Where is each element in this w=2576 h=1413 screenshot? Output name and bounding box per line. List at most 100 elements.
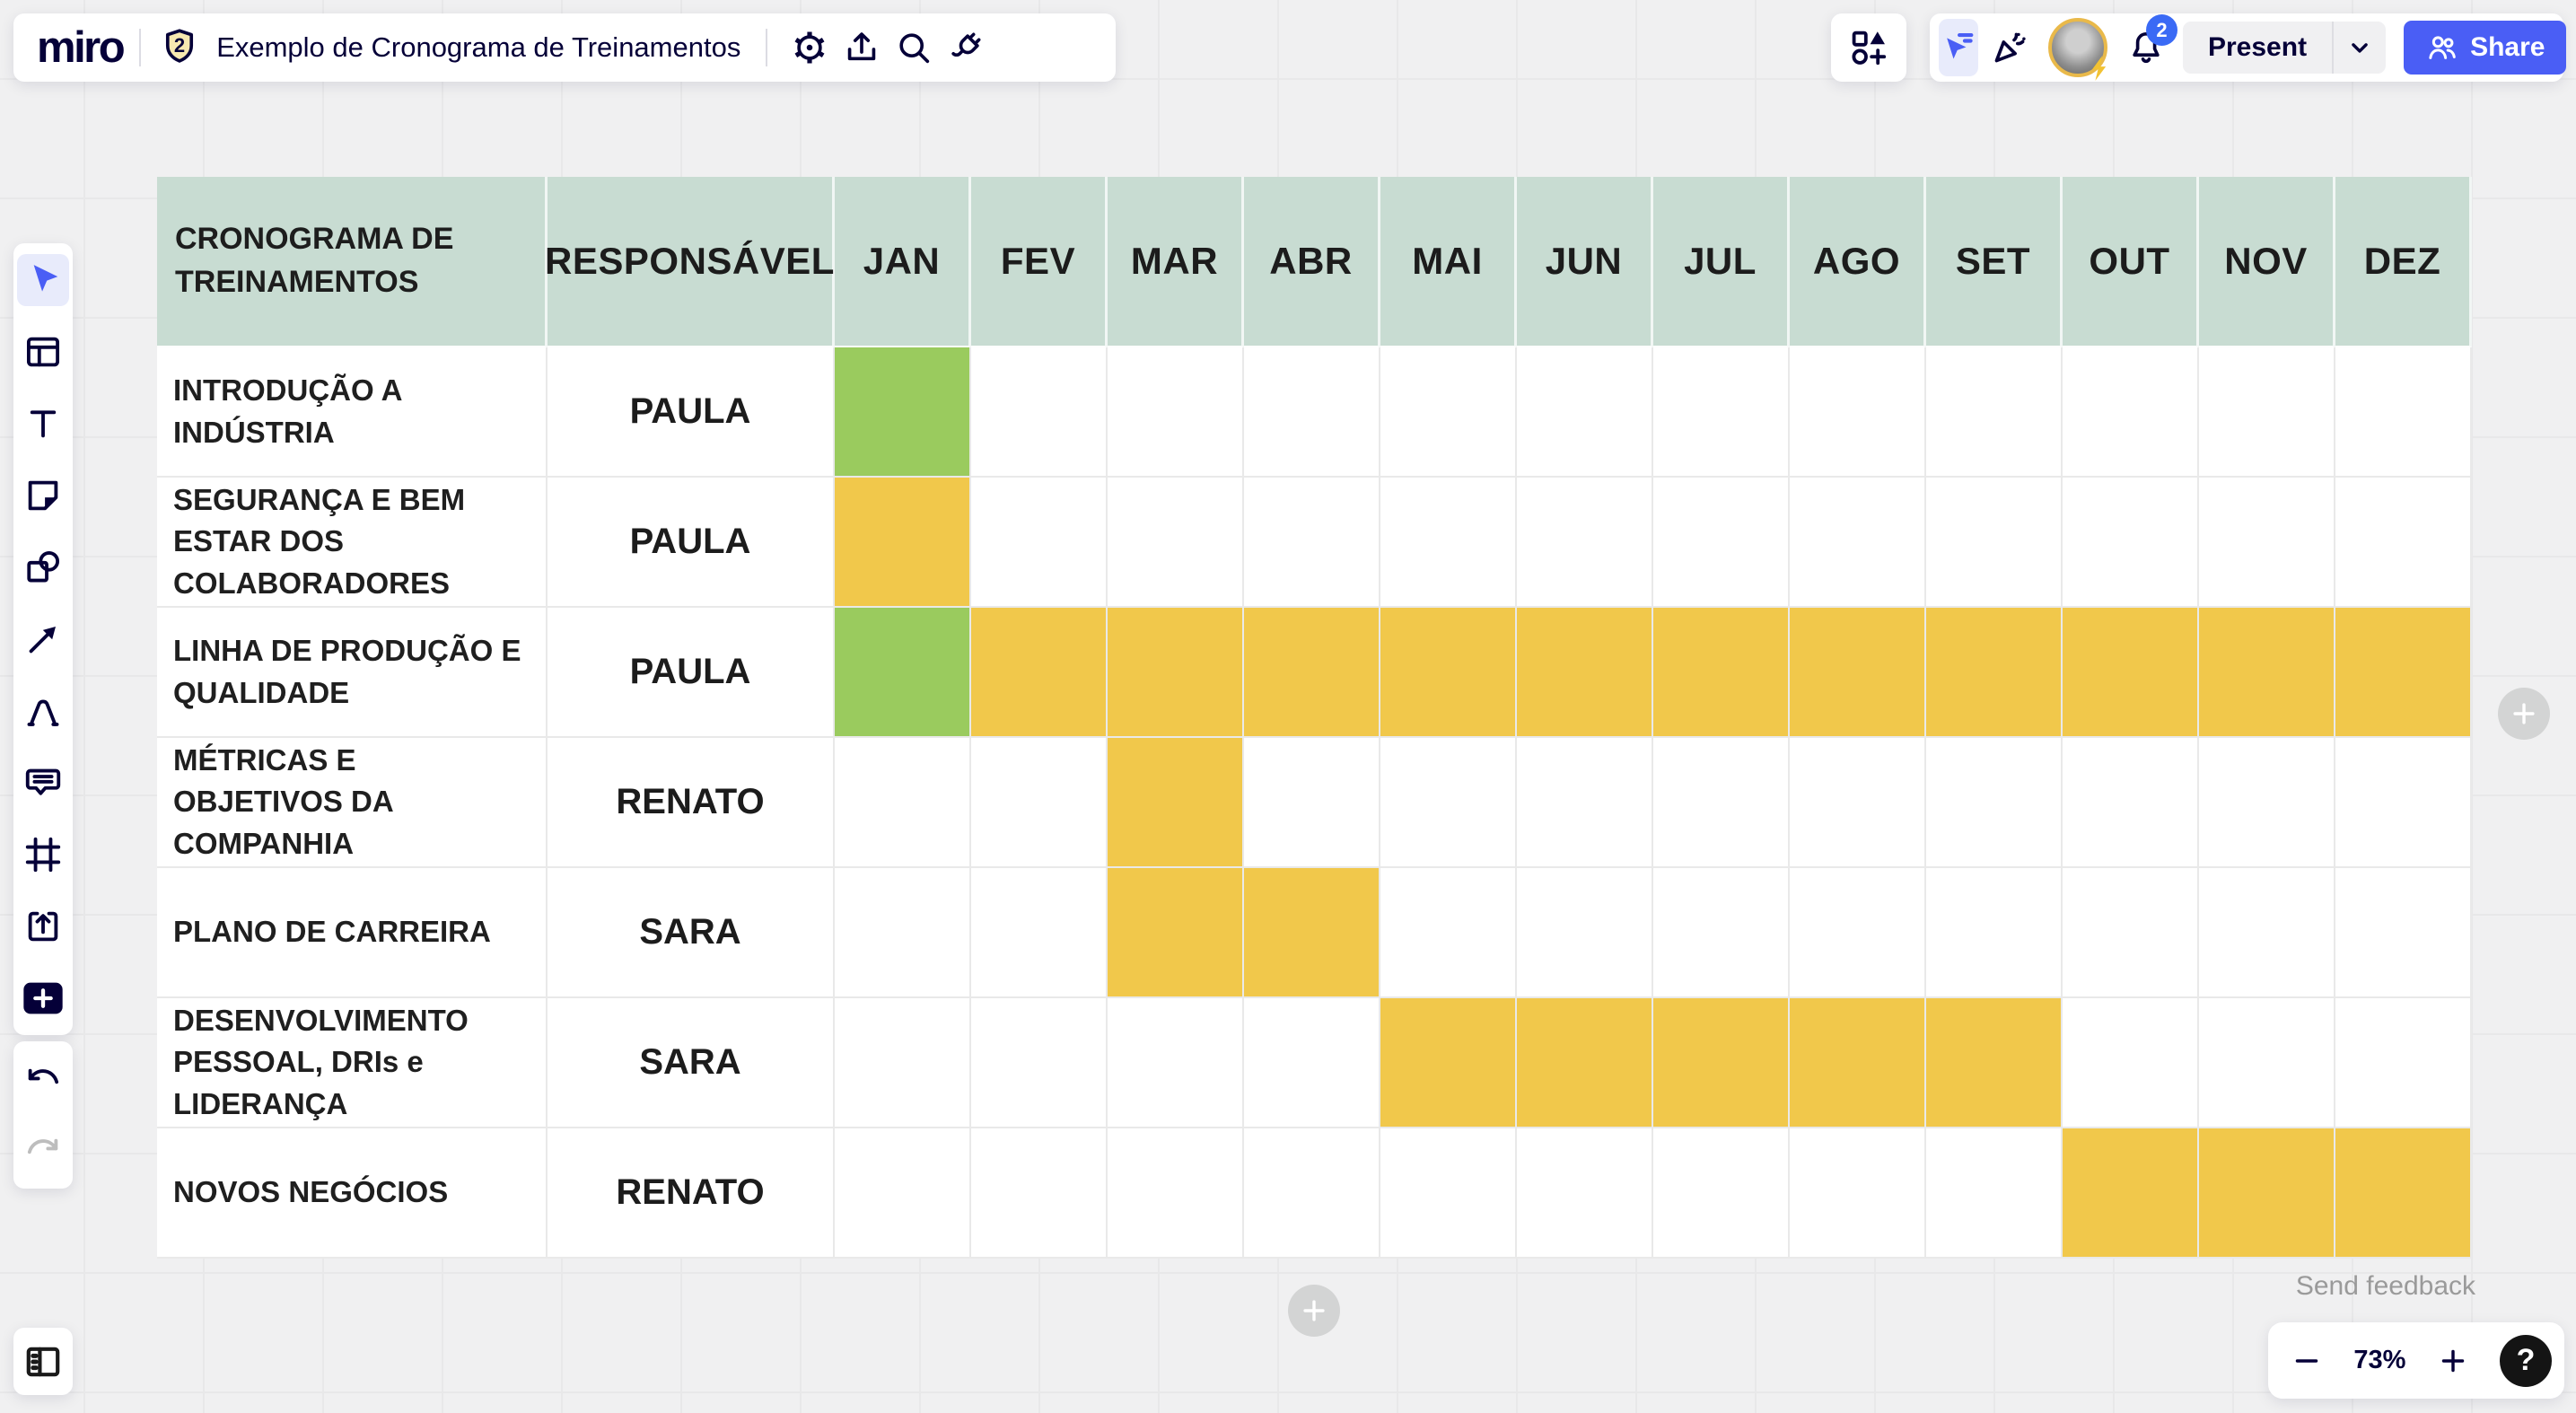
schedule-cell-r7-nov[interactable]	[2199, 1128, 2335, 1259]
zoom-level[interactable]: 73%	[2353, 1346, 2406, 1374]
reactions-button[interactable]	[1984, 22, 2036, 74]
owner-cell[interactable]: SARA	[548, 998, 835, 1128]
schedule-cell-r6-fev[interactable]	[971, 998, 1108, 1128]
expand-table-right-button[interactable]	[2498, 688, 2550, 740]
schedule-cell-r1-fev[interactable]	[971, 347, 1108, 478]
month-header-set[interactable]: SET	[1926, 177, 2063, 347]
tool-sticky-note[interactable]	[17, 470, 69, 522]
schedule-cell-r6-dez[interactable]	[2335, 998, 2472, 1128]
schedule-cell-r4-fev[interactable]	[971, 738, 1108, 868]
schedule-cell-r2-abr[interactable]	[1244, 478, 1380, 608]
schedule-cell-r4-set[interactable]	[1926, 738, 2063, 868]
schedule-cell-r3-ago[interactable]	[1790, 608, 1926, 738]
schedule-cell-r2-mai[interactable]	[1380, 478, 1517, 608]
schedule-cell-r1-ago[interactable]	[1790, 347, 1926, 478]
schedule-cell-r1-abr[interactable]	[1244, 347, 1380, 478]
schedule-cell-r4-abr[interactable]	[1244, 738, 1380, 868]
schedule-cell-r5-mai[interactable]	[1380, 868, 1517, 998]
schedule-cell-r3-set[interactable]	[1926, 608, 2063, 738]
schedule-cell-r1-nov[interactable]	[2199, 347, 2335, 478]
schedule-cell-r1-jan[interactable]	[835, 347, 971, 478]
month-header-mar[interactable]: MAR	[1108, 177, 1244, 347]
tool-shapes[interactable]	[17, 541, 69, 593]
task-cell[interactable]: NOVOS NEGÓCIOS	[157, 1128, 548, 1259]
schedule-cell-r4-mar[interactable]	[1108, 738, 1244, 868]
redo-button[interactable]	[17, 1124, 69, 1176]
search-button[interactable]	[888, 22, 940, 74]
schedule-cell-r3-jan[interactable]	[835, 608, 971, 738]
zoom-in-button[interactable]	[2427, 1335, 2479, 1387]
schedule-cell-r4-ago[interactable]	[1790, 738, 1926, 868]
schedule-cell-r5-abr[interactable]	[1244, 868, 1380, 998]
schedule-cell-r7-set[interactable]	[1926, 1128, 2063, 1259]
table-title-header[interactable]: CRONOGRAMA DE TREINAMENTOS	[157, 177, 548, 347]
schedule-cell-r6-abr[interactable]	[1244, 998, 1380, 1128]
owner-cell[interactable]: PAULA	[548, 608, 835, 738]
tool-upload[interactable]	[17, 900, 69, 952]
schedule-cell-r7-jul[interactable]	[1653, 1128, 1790, 1259]
tool-frame[interactable]	[17, 829, 69, 881]
month-header-ago[interactable]: AGO	[1790, 177, 1926, 347]
schedule-cell-r1-mai[interactable]	[1380, 347, 1517, 478]
schedule-cell-r6-jul[interactable]	[1653, 998, 1790, 1128]
schedule-cell-r3-out[interactable]	[2063, 608, 2199, 738]
schedule-cell-r1-dez[interactable]	[2335, 347, 2472, 478]
schedule-cell-r3-mai[interactable]	[1380, 608, 1517, 738]
schedule-cell-r6-mai[interactable]	[1380, 998, 1517, 1128]
tool-connection-line[interactable]	[17, 613, 69, 665]
help-button[interactable]: ?	[2499, 1334, 2552, 1387]
owner-cell[interactable]: SARA	[548, 868, 835, 998]
insert-panel-button[interactable]	[1831, 13, 1906, 82]
user-avatar[interactable]	[2048, 18, 2107, 81]
schedule-cell-r4-nov[interactable]	[2199, 738, 2335, 868]
schedule-cell-r1-out[interactable]	[2063, 347, 2199, 478]
schedule-cell-r3-jul[interactable]	[1653, 608, 1790, 738]
schedule-cell-r5-nov[interactable]	[2199, 868, 2335, 998]
schedule-cell-r4-jun[interactable]	[1517, 738, 1653, 868]
month-header-nov[interactable]: NOV	[2199, 177, 2335, 347]
schedule-cell-r2-dez[interactable]	[2335, 478, 2472, 608]
month-header-jan[interactable]: JAN	[835, 177, 971, 347]
tool-text[interactable]	[17, 398, 69, 450]
schedule-cell-r3-fev[interactable]	[971, 608, 1108, 738]
schedule-cell-r6-ago[interactable]	[1790, 998, 1926, 1128]
schedule-cell-r6-out[interactable]	[2063, 998, 2199, 1128]
schedule-cell-r2-ago[interactable]	[1790, 478, 1926, 608]
schedule-cell-r2-jun[interactable]	[1517, 478, 1653, 608]
schedule-cell-r3-nov[interactable]	[2199, 608, 2335, 738]
task-cell[interactable]: INTRODUÇÃO A INDÚSTRIA	[157, 347, 548, 478]
schedule-cell-r7-mai[interactable]	[1380, 1128, 1517, 1259]
month-header-mai[interactable]: MAI	[1380, 177, 1517, 347]
schedule-cell-r6-mar[interactable]	[1108, 998, 1244, 1128]
schedule-cell-r3-abr[interactable]	[1244, 608, 1380, 738]
month-header-jul[interactable]: JUL	[1653, 177, 1790, 347]
owner-cell[interactable]: PAULA	[548, 478, 835, 608]
month-header-abr[interactable]: ABR	[1244, 177, 1380, 347]
schedule-cell-r5-jun[interactable]	[1517, 868, 1653, 998]
schedule-cell-r6-jan[interactable]	[835, 998, 971, 1128]
schedule-cell-r5-jul[interactable]	[1653, 868, 1790, 998]
month-header-out[interactable]: OUT	[2063, 177, 2199, 347]
task-cell[interactable]: SEGURANÇA E BEM ESTAR DOS COLABORADORES	[157, 478, 548, 608]
schedule-cell-r2-jul[interactable]	[1653, 478, 1790, 608]
schedule-cell-r3-dez[interactable]	[2335, 608, 2472, 738]
schedule-cell-r7-abr[interactable]	[1244, 1128, 1380, 1259]
schedule-cell-r2-fev[interactable]	[971, 478, 1108, 608]
hidden-sidebar-toggle[interactable]	[13, 1328, 73, 1395]
schedule-cell-r1-jun[interactable]	[1517, 347, 1653, 478]
training-schedule-table[interactable]: CRONOGRAMA DE TREINAMENTOS RESPONSÁVEL JAN…	[157, 177, 2472, 1259]
schedule-cell-r2-mar[interactable]	[1108, 478, 1244, 608]
schedule-cell-r5-mar[interactable]	[1108, 868, 1244, 998]
task-cell[interactable]: DESENVOLVIMENTO PESSOAL, DRIs e LIDERANÇ…	[157, 998, 548, 1128]
tool-select[interactable]	[17, 254, 69, 306]
apps-plugins-button[interactable]	[940, 22, 992, 74]
schedule-cell-r4-dez[interactable]	[2335, 738, 2472, 868]
owner-cell[interactable]: PAULA	[548, 347, 835, 478]
schedule-cell-r4-jan[interactable]	[835, 738, 971, 868]
schedule-cell-r1-set[interactable]	[1926, 347, 2063, 478]
schedule-cell-r3-jun[interactable]	[1517, 608, 1653, 738]
schedule-cell-r7-jan[interactable]	[835, 1128, 971, 1259]
schedule-cell-r6-nov[interactable]	[2199, 998, 2335, 1128]
board-title[interactable]: Exemplo de Cronograma de Treinamentos	[216, 31, 741, 63]
month-header-dez[interactable]: DEZ	[2335, 177, 2472, 347]
